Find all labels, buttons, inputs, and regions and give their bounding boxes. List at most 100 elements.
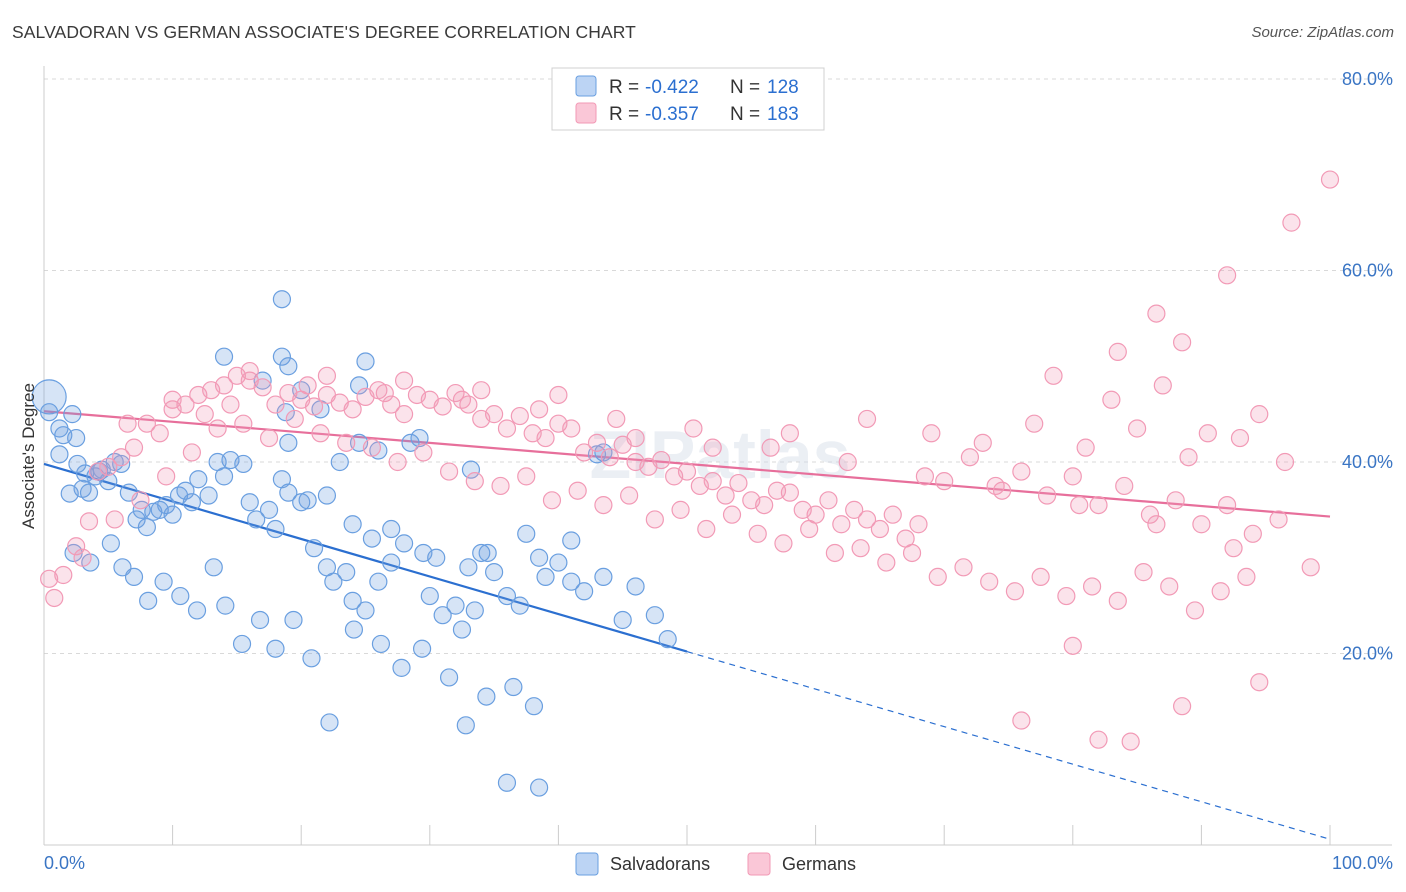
point-salvadorans [439, 668, 459, 687]
point-germans [575, 443, 594, 462]
point-germans [1127, 419, 1147, 438]
point-salvadorans [31, 379, 67, 415]
point-salvadorans [320, 713, 339, 732]
point-germans [671, 500, 690, 519]
point-salvadorans [410, 428, 429, 448]
point-germans [40, 569, 59, 588]
point-salvadorans [478, 543, 497, 563]
point-germans [960, 448, 980, 467]
point-germans [304, 397, 324, 416]
point-salvadorans [101, 534, 120, 553]
point-germans [79, 512, 99, 531]
point-salvadorans [279, 357, 298, 376]
point-germans [774, 534, 793, 553]
point-germans [562, 419, 581, 438]
legend-bottom: Salvadorans Germans [575, 852, 856, 876]
point-germans [343, 400, 362, 419]
point-germans [253, 378, 272, 397]
point-germans [150, 424, 169, 443]
point-germans [1044, 366, 1063, 385]
point-salvadorans [459, 558, 478, 577]
point-salvadorans [214, 467, 234, 486]
point-salvadorans [461, 460, 481, 479]
point-salvadorans [371, 634, 391, 654]
point-salvadorans [575, 582, 594, 601]
point-germans [1012, 711, 1031, 730]
point-germans [1282, 213, 1301, 232]
point-germans [382, 395, 401, 414]
point-germans [703, 438, 722, 457]
point-germans [118, 414, 137, 433]
point-germans [388, 452, 407, 472]
point-germans [1147, 304, 1166, 323]
point-germans [928, 567, 947, 587]
point-germans [472, 381, 491, 400]
point-germans [1134, 563, 1153, 582]
point-salvadorans [485, 563, 504, 582]
point-germans [1063, 636, 1082, 655]
point-salvadorans [171, 586, 190, 606]
point-germans [1192, 515, 1211, 534]
point-germans [1089, 495, 1108, 515]
point-germans [375, 383, 394, 403]
point-germans [1063, 467, 1082, 486]
point-germans [838, 452, 857, 472]
point-salvadorans [536, 567, 555, 587]
point-germans [1031, 567, 1050, 587]
point-germans [677, 462, 697, 481]
y-tick-label: 40.0% [1342, 452, 1393, 472]
point-germans [877, 553, 896, 572]
y-tick-label: 60.0% [1342, 261, 1393, 281]
axes [43, 66, 1392, 846]
point-salvadorans [232, 634, 252, 654]
point-salvadorans [465, 601, 484, 620]
point-germans [208, 419, 227, 438]
point-salvadorans [382, 519, 401, 539]
point-germans [954, 558, 973, 577]
point-germans [99, 457, 118, 476]
point-salvadorans [298, 491, 317, 510]
point-salvadorans [412, 639, 432, 658]
point-germans [973, 433, 992, 452]
point-salvadorans [204, 558, 223, 577]
point-germans [452, 390, 472, 409]
point-germans [105, 510, 124, 529]
point-germans [652, 450, 671, 470]
point-salvadorans [497, 586, 517, 606]
point-salvadorans [50, 445, 69, 464]
point-salvadorans [67, 428, 86, 448]
point-germans [587, 433, 607, 452]
point-germans [124, 438, 144, 457]
trend-line-germans [43, 410, 1331, 518]
point-salvadorans [382, 553, 401, 572]
point-germans [131, 491, 150, 510]
trend-line-extension-salvadorans [686, 651, 1331, 840]
point-salvadorans [613, 610, 632, 630]
point-salvadorans [276, 403, 295, 422]
point-salvadorans [284, 610, 303, 630]
point-salvadorans [279, 433, 298, 452]
point-germans [1089, 730, 1108, 749]
x-tick-label: 0.0% [44, 853, 85, 873]
point-germans [433, 397, 452, 416]
y-tick-label: 80.0% [1342, 69, 1393, 89]
point-salvadorans [594, 567, 613, 587]
point-germans [870, 519, 890, 539]
point-germans [729, 473, 748, 493]
point-germans [1153, 376, 1172, 395]
point-salvadorans [124, 567, 144, 587]
point-germans [182, 443, 201, 462]
point-salvadorans [369, 572, 388, 591]
point-germans [485, 405, 504, 424]
point-germans [1211, 582, 1230, 601]
point-salvadorans [234, 454, 253, 474]
point-germans [1108, 342, 1127, 361]
point-germans [626, 428, 645, 448]
point-germans [1076, 438, 1095, 457]
point-salvadorans [549, 553, 568, 572]
legend-r-value: -0.422 [645, 77, 699, 98]
point-germans [1275, 452, 1295, 472]
point-salvadorans [401, 433, 420, 452]
point-salvadorans [446, 596, 465, 615]
